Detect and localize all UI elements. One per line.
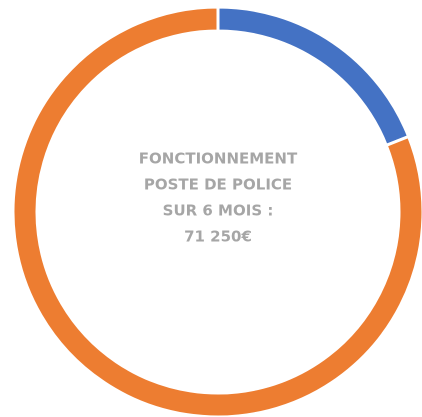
center-label: SUR 6 MOIS : xyxy=(163,202,274,220)
center-label: POSTE DE POLICE xyxy=(144,176,292,194)
donut-segment xyxy=(216,5,411,148)
center-label: 71 250€ xyxy=(184,228,252,246)
donut-segment xyxy=(11,5,422,417)
center-label: FONCTIONNEMENT xyxy=(139,150,298,168)
